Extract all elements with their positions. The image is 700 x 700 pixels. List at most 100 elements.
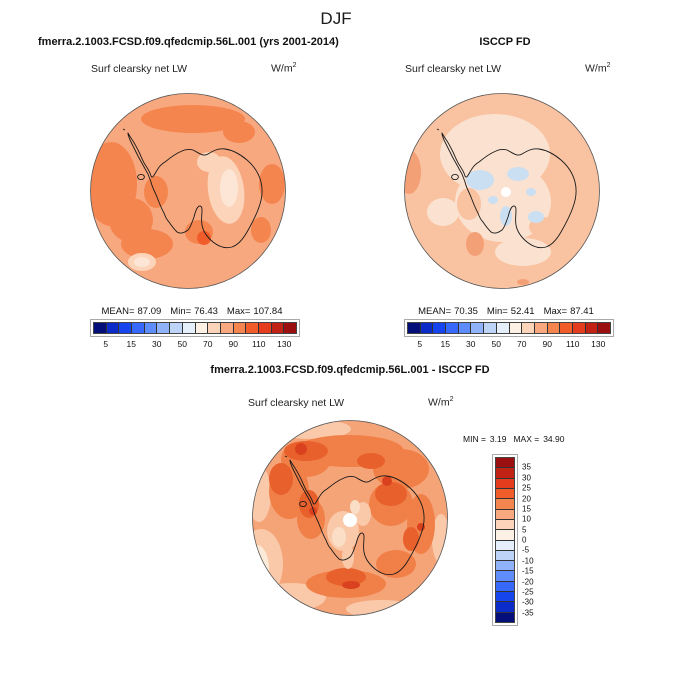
- colorbar-tick-label: 110: [251, 339, 266, 349]
- colorbar-segment: [106, 323, 120, 333]
- colorbar-segment: [496, 530, 514, 541]
- model-units-label: W/m2: [271, 62, 296, 75]
- colorbar-tick-label: 110: [565, 339, 580, 349]
- colorbar-tick-label: 10: [522, 514, 531, 524]
- colorbar-tick-label: 30: [466, 339, 476, 349]
- colorbar-segment: [471, 323, 485, 333]
- colorbar-segment: [246, 323, 259, 333]
- colorbar-segment: [496, 509, 514, 520]
- obs-units-label: W/m2: [585, 62, 610, 75]
- colorbar-tick-label: -10: [522, 556, 534, 566]
- diff-units-label: W/m2: [428, 396, 453, 409]
- diff-map: [252, 420, 448, 616]
- colorbar-segment: [496, 612, 514, 622]
- colorbar-segment: [170, 323, 183, 333]
- obs-colorbar: 5 15 30 50 70 90 110 130: [404, 319, 614, 349]
- colorbar-tick-label: 5: [522, 525, 527, 535]
- mean-value: 70.35: [454, 306, 478, 317]
- colorbar-segment: [420, 323, 434, 333]
- colorbar-segment: [496, 592, 514, 603]
- colorbar-segment: [534, 323, 548, 333]
- colorbar-tick-label: -35: [522, 608, 534, 618]
- model-field-label: Surf clearsky net LW: [91, 63, 188, 75]
- colorbar-segment: [496, 323, 510, 333]
- colorbar-segment: [496, 581, 514, 593]
- obs-map: [404, 93, 600, 289]
- colorbar-segment: [496, 540, 514, 551]
- colorbar-tick-label: 50: [177, 339, 187, 349]
- colorbar-tick-label: 0: [522, 535, 527, 545]
- missing-data-pole-dot: [501, 187, 511, 197]
- colorbar-segment: [496, 488, 514, 500]
- colorbar-segment: [458, 323, 472, 333]
- colorbar-segment: [220, 323, 234, 333]
- mean-label: MEAN=: [418, 306, 452, 317]
- colorbar-tick-label: 70: [517, 339, 527, 349]
- obs-stats-line: MEAN= 70.35 Min= 52.41 Max= 87.41: [418, 306, 594, 317]
- colorbar-segment: [132, 323, 145, 333]
- colorbar-segment: [522, 323, 535, 333]
- model-case-title: fmerra.2.1003.FCSD.f09.qfedcmip.56L.001 …: [38, 36, 339, 48]
- colorbar-segment: [547, 323, 561, 333]
- max-label: Max=: [226, 306, 251, 317]
- mean-value: 87.09: [137, 306, 162, 317]
- model-map: [90, 93, 286, 289]
- units-base: W/m: [271, 62, 293, 75]
- colorbar-tick-label: 30: [522, 473, 531, 483]
- colorbar-segment: [572, 323, 586, 333]
- diff-colorbar: 35 30 25 20 15 10 5 0 -5 -10 -15 -20 -25 -30 -35: [492, 454, 534, 626]
- colorbar-tick-label: 130: [277, 339, 292, 349]
- colorbar-tick-label: 30: [152, 339, 162, 349]
- colorbar-segment: [195, 323, 209, 333]
- colorbar-tick-label: 20: [522, 494, 531, 503]
- colorbar-tick-label: 35: [522, 462, 531, 472]
- colorbar-segment: [585, 323, 599, 333]
- model-colorbar: 5 15 30 50 70 90 110 130: [90, 319, 300, 349]
- min-value: 52.41: [510, 306, 535, 317]
- max-value: 87.41: [570, 306, 594, 317]
- colorbar-segment: [496, 499, 514, 510]
- colorbar-tick-label: 15: [440, 339, 450, 349]
- colorbar-tick-label: -25: [522, 587, 534, 597]
- colorbar-segment: [496, 571, 514, 582]
- colorbar-segment: [496, 458, 514, 469]
- colorbar-tick-label: 25: [522, 483, 531, 493]
- colorbar-segment: [182, 323, 196, 333]
- colorbar-tick-label: 5: [417, 339, 423, 349]
- colorbar-segment: [496, 602, 514, 613]
- colorbar-segments: [495, 457, 515, 623]
- colorbar-segment: [598, 323, 610, 333]
- colorbar-segment: [94, 323, 107, 333]
- colorbar-segment: [157, 323, 171, 333]
- colorbar-tick-label: 90: [542, 339, 552, 349]
- colorbar-segments: [407, 322, 611, 334]
- model-stats-line: MEAN= 87.09 Min= 76.43 Max= 107.84: [102, 306, 283, 317]
- colorbar-tick-label: -15: [522, 566, 534, 576]
- min-label: MIN =: [463, 434, 486, 444]
- colorbar-segment: [496, 561, 514, 572]
- colorbar-segment: [233, 323, 247, 333]
- units-exponent: 2: [606, 62, 611, 69]
- colorbar-segment: [446, 323, 459, 333]
- colorbar-tick-label: 15: [522, 504, 531, 514]
- colorbar-segment: [119, 323, 133, 333]
- diff-minmax-line: MIN = 3.19 MAX = 34.90: [463, 434, 571, 444]
- min-label: Min=: [170, 306, 192, 317]
- min-value: 3.19: [489, 434, 507, 444]
- season-title: DJF: [320, 9, 352, 28]
- min-value: 76.43: [194, 306, 218, 317]
- colorbar-segment: [496, 468, 514, 479]
- colorbar-tick-label: 70: [203, 339, 213, 349]
- diff-case-title: fmerra.2.1003.FCSD.f09.qfedcmip.56L.001 …: [210, 364, 490, 376]
- max-value: 34.90: [543, 434, 565, 444]
- obs-field-label: Surf clearsky net LW: [405, 63, 502, 75]
- colorbar-tick-label: -5: [522, 545, 530, 555]
- colorbar-segment: [408, 323, 421, 333]
- diff-field-label: Surf clearsky net LW: [248, 397, 345, 409]
- colorbar-segment: [484, 323, 497, 333]
- units-base: W/m: [428, 396, 450, 409]
- mean-label: MEAN=: [101, 306, 135, 317]
- colorbar-segment: [560, 323, 573, 333]
- max-label: MAX =: [513, 434, 540, 444]
